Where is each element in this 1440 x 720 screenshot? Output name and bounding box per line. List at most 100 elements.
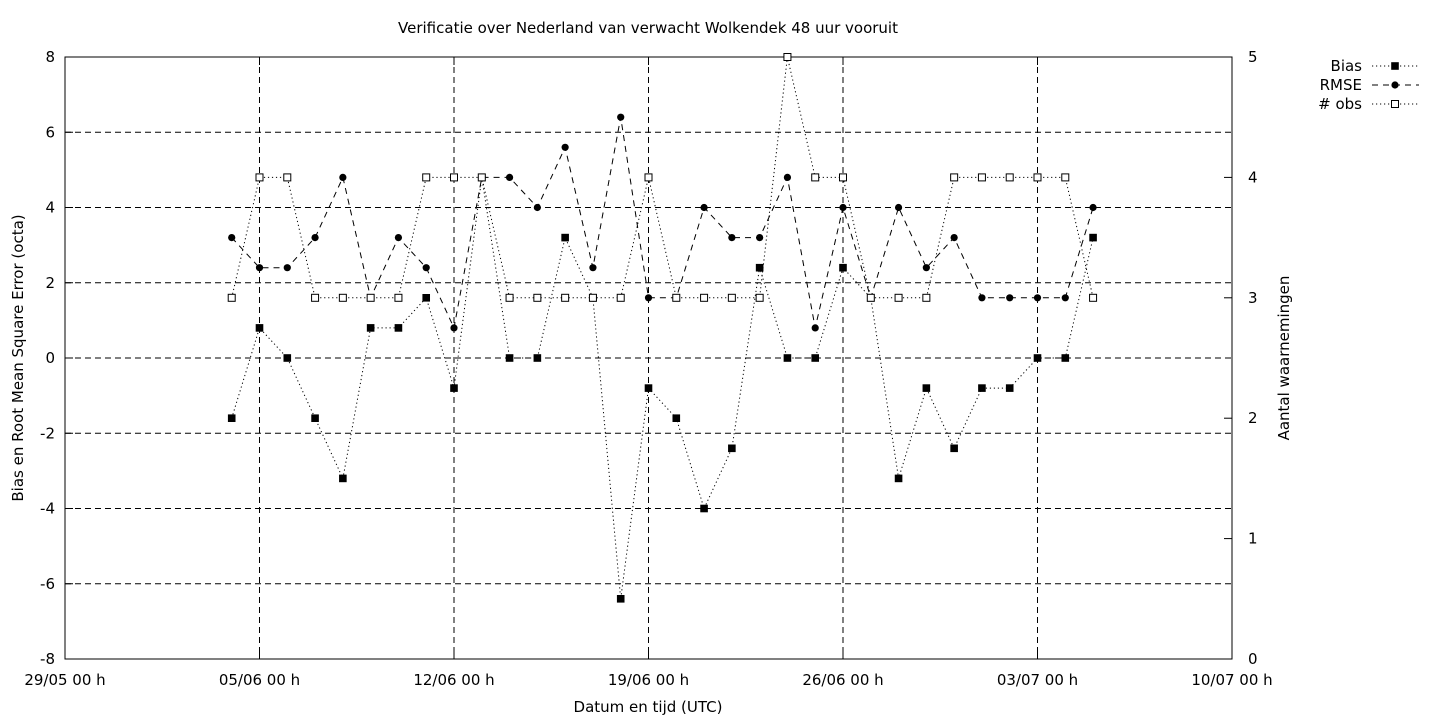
data-point [728,444,736,453]
legend-label: RMSE [1320,76,1362,94]
x-tick-label: 19/06 00 h [608,671,689,689]
y-tick-label: -8 [40,650,55,668]
data-point [561,293,570,302]
data-point [366,293,375,302]
data-point [950,234,958,242]
y2-tick-label: 5 [1248,48,1258,66]
y-tick-label: 4 [45,199,55,217]
data-point [1005,173,1014,182]
data-point [977,173,986,182]
data-point [1033,173,1042,182]
data-point [394,324,403,332]
data-point [811,354,820,362]
data-point [866,293,875,302]
data-point [894,293,903,302]
data-point [588,293,597,302]
data-point [339,474,347,483]
legend-label: # obs [1318,95,1362,113]
data-point [1006,294,1014,302]
data-point [227,414,236,422]
data-point [783,53,792,61]
data-point [394,234,403,242]
data-point [727,293,736,302]
series-rmse [228,113,1097,332]
y-tick-label: -6 [40,575,55,593]
data-point [672,414,681,422]
data-point [255,264,264,272]
data-point [1089,203,1097,212]
data-point [561,143,569,151]
data-point [1005,384,1014,392]
y2-tick-label: 2 [1248,409,1258,427]
series-bias [227,173,1097,603]
data-point [839,173,847,182]
data-point [311,414,319,422]
y-tick-label: 8 [45,48,55,66]
y-tick-label: -4 [40,500,55,518]
y2-tick-label: 4 [1248,168,1258,186]
data-point [450,173,458,182]
data-point [1089,293,1098,302]
grid [65,57,1232,659]
data-point [255,324,264,332]
x-tick-label: 26/06 00 h [802,671,883,689]
data-point [1089,233,1097,242]
data-point [1061,294,1069,302]
data-point [978,294,986,302]
series-line [231,117,1094,330]
data-point [339,173,347,181]
x-tick-label: 03/07 00 h [997,671,1078,689]
data-point [728,234,736,242]
x-tick-label: 05/06 00 h [219,671,300,689]
y2-tick-label: 0 [1248,650,1258,668]
y-tick-label: 0 [45,349,55,367]
data-point [311,234,319,242]
data-point [700,203,708,212]
data-point [922,293,931,302]
data-point [227,293,236,302]
data-point [283,173,292,182]
data-point [644,294,653,302]
legend-marker [1391,100,1399,108]
data-point [922,384,931,392]
data-point [422,173,431,182]
data-point [839,263,847,272]
data-point [922,264,930,272]
data-point [755,263,764,272]
series-layer [227,53,1098,603]
data-point [644,384,653,392]
legend-marker [1391,62,1399,70]
y2-tick-label: 1 [1248,530,1258,548]
data-point [1033,354,1042,362]
x-axis-label: Datum en tijd (UTC) [574,698,723,716]
data-point [755,293,764,302]
x-tick-label: 10/07 00 h [1191,671,1272,689]
data-point [311,293,320,302]
x-tick-label: 29/05 00 h [24,671,105,689]
data-point [505,173,514,181]
data-point [1061,173,1070,182]
y2-tick-label: 3 [1248,289,1258,307]
y-axis-label: Bias en Root Mean Square Error (octa) [9,214,27,501]
data-point [950,173,959,182]
legend-marker [1391,81,1399,89]
data-point [338,293,347,302]
data-point [617,113,625,121]
y-tick-label: 6 [45,123,55,141]
x-axis: 29/05 00 h 05/06 00 h 12/06 00 h 19/06 00 h… [24,57,1273,689]
data-point [505,354,514,362]
data-point [228,234,236,242]
data-point [533,203,541,212]
data-point [616,595,625,603]
x-tick-label: 12/06 00 h [413,671,494,689]
data-point [978,384,986,392]
series-line [231,56,1094,299]
data-point [894,474,903,483]
legend-label: Bias [1331,57,1363,75]
legend-item: Bias [1331,57,1419,75]
data-point [450,324,458,332]
data-point [450,384,458,392]
data-point [616,293,625,302]
